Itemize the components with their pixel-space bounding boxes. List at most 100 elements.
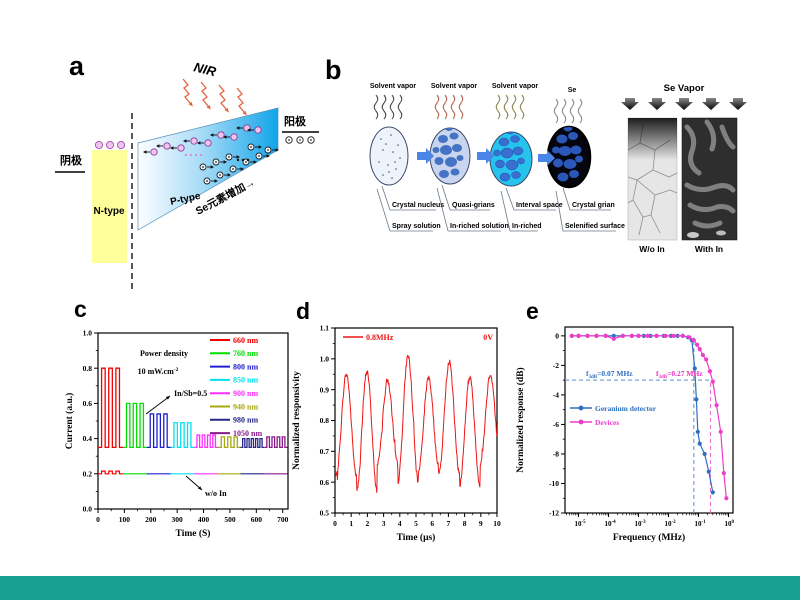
micrograph-with-in (681, 117, 738, 241)
stage4-vapor-waves (553, 98, 583, 124)
svg-text:Frequency (MHz): Frequency (MHz) (613, 532, 685, 543)
series-800nm (146, 413, 171, 449)
plot-frame (334, 327, 498, 514)
svg-text:Power density: Power density (140, 349, 188, 358)
stage4-top-label: Crystal grian (572, 202, 615, 209)
svg-text:10-2: 10-2 (665, 520, 677, 528)
bottom-accent-bar (0, 576, 800, 600)
svg-text:-8: -8 (553, 450, 559, 459)
wavelength-response-chart: 0.0 0.2 0.4 0.6 0.8 1.0 0 100 200 300 400 500 600 700… (64, 329, 289, 539)
svg-text:0.9: 0.9 (320, 385, 330, 394)
panel-a: a 阴极 N-type NIR (55, 45, 325, 295)
device-schematic: a 阴极 N-type NIR (55, 51, 319, 290)
svg-text:-4: -4 (553, 391, 559, 400)
micrograph-wo-in (627, 117, 678, 241)
se-vapor-arrows (621, 98, 747, 110)
svg-text:3: 3 (382, 519, 386, 528)
panel-c-label: c (74, 296, 87, 322)
svg-text:940 nm: 940 nm (233, 402, 258, 411)
stage3-top-label: Interval space (516, 202, 563, 209)
panel-d: d 0.5 0.6 0.7 0.8 0.9 1.0 1.1 0 1 2 3 4 5 6 7 8 9 10 Time … (288, 300, 508, 552)
svg-text:0: 0 (333, 519, 337, 528)
svg-text:0.4: 0.4 (83, 434, 93, 443)
svg-text:600: 600 (251, 515, 262, 524)
series-900nm (194, 434, 219, 449)
stage1-bottom-label: Spray solution (392, 223, 441, 230)
svg-text:1: 1 (349, 519, 353, 528)
stage3-vapor-label: Solvent vapor (492, 83, 539, 90)
svg-text:f3dB=0.27 MHz: f3dB=0.27 MHz (656, 369, 703, 380)
stage4-circle (546, 125, 592, 189)
svg-text:0.8: 0.8 (83, 364, 93, 373)
panel-e-label: e (526, 298, 539, 324)
svg-text:-6: -6 (553, 420, 559, 429)
panel-b-label: b (325, 55, 342, 85)
se-vapor-title: Se Vapor (664, 83, 705, 94)
svg-text:900 nm: 900 nm (233, 389, 258, 398)
svg-text:10: 10 (493, 519, 501, 528)
responsivity-waveform (334, 354, 498, 493)
svg-text:7: 7 (447, 519, 451, 528)
svg-text:Normalized responsivity: Normalized responsivity (292, 371, 302, 470)
chart-e-legend: Geranium detector Devices (570, 404, 657, 427)
svg-text:0.0: 0.0 (83, 505, 93, 514)
svg-text:800 nm: 800 nm (233, 362, 258, 371)
svg-text:2: 2 (366, 519, 370, 528)
micrograph-wo-in-label: W/o In (639, 244, 665, 254)
plot-frame (564, 326, 734, 514)
panel-e: e 0 -2 -4 -6 -8 -10 -12 10-5 10-4 10-3 10-2 10-1 100… (512, 300, 762, 558)
callout-leaders (376, 184, 616, 232)
svg-text:1.1: 1.1 (320, 324, 330, 333)
stage4-vapor-label: Se (568, 87, 577, 94)
svg-text:500: 500 (224, 515, 236, 524)
svg-text:-12: -12 (549, 509, 559, 518)
stage2-vapor-waves (434, 94, 464, 120)
svg-text:10 mW.cm-2: 10 mW.cm-2 (138, 367, 179, 376)
svg-text:1050 nm: 1050 nm (233, 429, 262, 438)
svg-text:100: 100 (725, 520, 735, 528)
stage1-circle (369, 126, 409, 186)
svg-text:1.0: 1.0 (83, 329, 93, 338)
n-type-label: N-type (93, 206, 125, 217)
svg-text:0.8MHz: 0.8MHz (366, 333, 394, 342)
svg-text:660 nm: 660 nm (233, 336, 258, 345)
svg-text:0.5: 0.5 (320, 509, 330, 518)
stage2-vapor-label: Solvent vapor (431, 83, 478, 90)
svg-text:-10: -10 (549, 479, 559, 488)
svg-text:5: 5 (414, 519, 418, 528)
svg-text:10-5: 10-5 (575, 520, 587, 528)
svg-text:0V: 0V (483, 333, 493, 342)
stage4-bottom-label: Selenified surface (565, 223, 625, 230)
svg-text:700: 700 (277, 515, 289, 524)
svg-text:760 nm: 760 nm (233, 349, 258, 358)
stage1-vapor-waves (373, 94, 403, 120)
hole-trail-dots (185, 154, 202, 156)
svg-text:0.2: 0.2 (83, 469, 93, 478)
stage1-vapor-label: Solvent vapor (370, 83, 417, 90)
n-type-region (92, 150, 127, 263)
svg-text:980 nm: 980 nm (233, 416, 258, 425)
svg-text:300: 300 (172, 515, 184, 524)
electrons-at-anode (285, 136, 315, 144)
svg-text:0: 0 (96, 515, 100, 524)
svg-text:400: 400 (198, 515, 210, 524)
anode-label: 阳极 (284, 114, 307, 128)
svg-text:Current (a.u.): Current (a.u.) (64, 393, 75, 450)
stage3-vapor-waves (495, 94, 525, 120)
panel-a-label: a (69, 51, 85, 81)
svg-text:8: 8 (463, 519, 467, 528)
growth-process-schematic: b Solvent vapor Solvent vapor Solvent va… (325, 55, 747, 254)
svg-text:f3dB=0.07 MHz: f3dB=0.07 MHz (586, 369, 633, 380)
series-660nm (98, 367, 124, 449)
stage3-circle (489, 131, 533, 187)
holes-on-cathode (94, 140, 126, 150)
svg-text:Devices: Devices (595, 418, 619, 427)
panel-c: c 0.0 0.2 0.4 0.6 0.8 1.0 0 100 200 300 400 500 600 7… (62, 296, 297, 554)
electron-trail-dots (236, 158, 250, 162)
svg-text:Time (μs): Time (μs) (397, 532, 436, 543)
series-760nm (123, 402, 147, 449)
svg-text:850 nm: 850 nm (233, 376, 258, 385)
svg-text:0.6: 0.6 (83, 399, 93, 408)
stage2-circle (429, 127, 471, 185)
